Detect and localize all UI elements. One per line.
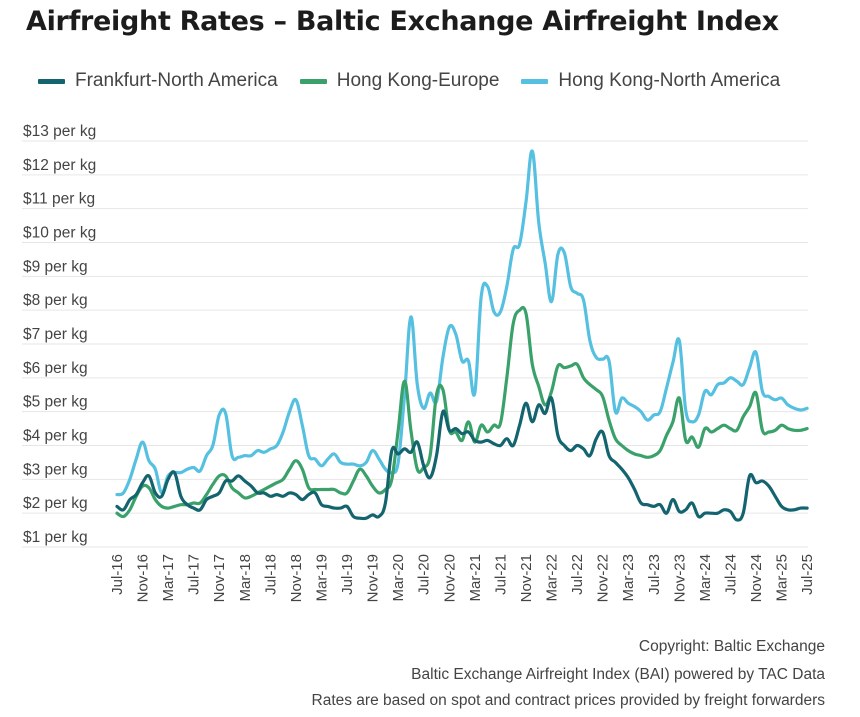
legend: Frankfurt-North America Hong Kong-Europe…	[38, 70, 802, 92]
y-tick-label: $7 per kg	[23, 326, 88, 343]
legend-item-frankfurt-north-america[interactable]: Frankfurt-North America	[38, 70, 278, 92]
x-tick-label: Mar-18	[237, 554, 254, 602]
y-tick-label: $12 per kg	[23, 157, 96, 174]
legend-item-hong-kong-europe[interactable]: Hong Kong-Europe	[299, 70, 500, 92]
x-tick-label: Mar-20	[390, 554, 407, 602]
x-tick-label: Mar-22	[544, 554, 561, 602]
x-tick-label: Mar-17	[160, 554, 177, 602]
y-tick-label: $8 per kg	[23, 292, 88, 309]
x-tick-label: Jul-19	[339, 554, 356, 595]
x-tick-label: Nov-24	[748, 554, 765, 602]
chart-title: Airfreight Rates – Baltic Exchange Airfr…	[26, 6, 779, 37]
line-chart: $13 per kg $12 per kg $11 per kg $10 per kg…	[22, 123, 816, 602]
legend-item-hong-kong-north-america[interactable]: Hong Kong-North America	[521, 70, 780, 92]
x-tick-label: Jul-21	[492, 554, 509, 595]
y-tick-label: $6 per kg	[23, 360, 88, 377]
y-tick-label: $2 per kg	[23, 495, 88, 512]
y-tick-label: $9 per kg	[23, 258, 88, 275]
legend-label: Frankfurt-North America	[75, 70, 278, 91]
y-tick-label: $13 per kg	[23, 123, 96, 140]
x-tick-label: Nov-18	[288, 554, 305, 602]
x-tick-label: Jul-18	[262, 554, 279, 595]
footer-source: Baltic Exchange Airfreight Index (BAI) p…	[411, 666, 825, 683]
x-tick-label: Jul-23	[646, 554, 663, 595]
footer-copyright: Copyright: Baltic Exchange	[638, 638, 825, 655]
x-axis-labels: Jul-16 Nov-16 Mar-17 Jul-17 Nov-17 Mar-18 Jul-…	[109, 554, 816, 602]
legend-swatch-hong-kong-north-america	[521, 78, 549, 84]
x-tick-label: Mar-24	[697, 554, 714, 602]
legend-swatch-frankfurt-north-america	[38, 78, 65, 84]
x-tick-label: Mar-23	[620, 554, 637, 602]
x-tick-label: Jul-17	[186, 554, 203, 595]
x-tick-label: Jul-24	[722, 554, 739, 595]
y-tick-label: $11 per kg	[23, 191, 95, 208]
series-line-hong-kong-europe	[115, 305, 809, 519]
y-tick-label: $10 per kg	[23, 225, 96, 242]
x-tick-label: Nov-17	[211, 554, 228, 602]
x-tick-label: Jul-16	[109, 554, 126, 595]
legend-label: Hong Kong-Europe	[336, 70, 500, 91]
y-tick-label: $1 per kg	[23, 529, 88, 546]
legend-label: Hong Kong-North America	[558, 70, 781, 91]
series-lines	[115, 149, 809, 522]
x-tick-label: Mar-25	[774, 554, 791, 602]
x-tick-label: Jul-22	[569, 554, 586, 595]
x-tick-label: Jul-25	[799, 554, 816, 595]
x-tick-label: Nov-19	[365, 554, 382, 602]
y-tick-label: $3 per kg	[23, 461, 88, 478]
x-tick-label: Nov-23	[671, 554, 688, 602]
x-tick-label: Nov-22	[595, 554, 612, 602]
y-tick-label: $5 per kg	[23, 394, 88, 411]
x-tick-label: Nov-16	[135, 554, 152, 602]
x-tick-label: Nov-20	[441, 554, 458, 602]
x-tick-label: Mar-19	[313, 554, 330, 602]
x-tick-label: Nov-21	[518, 554, 535, 602]
y-axis-labels: $13 per kg $12 per kg $11 per kg $10 per kg…	[23, 123, 96, 546]
series-line-hong-kong-north-america	[115, 149, 809, 497]
legend-swatch-hong-kong-europe	[299, 78, 327, 84]
x-tick-label: Jul-20	[416, 554, 433, 595]
x-tick-label: Mar-21	[467, 554, 484, 602]
footer-note: Rates are based on spot and contract pri…	[311, 692, 826, 709]
y-tick-label: $4 per kg	[23, 428, 88, 445]
series-line-frankfurt-north-america	[115, 395, 809, 522]
